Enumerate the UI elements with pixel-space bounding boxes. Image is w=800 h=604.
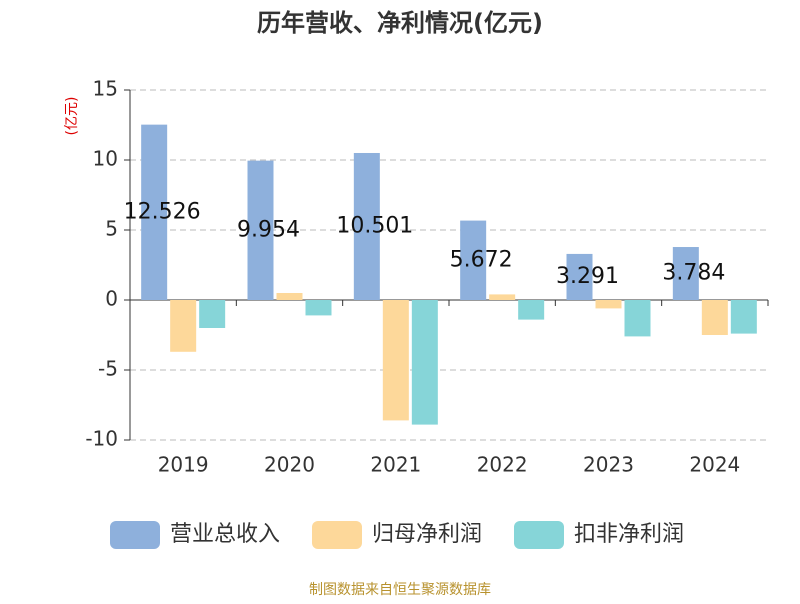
- bar: [566, 253, 593, 300]
- x-tick-label: 2023: [583, 453, 634, 477]
- y-tick-label: -5: [98, 357, 118, 381]
- bar: [276, 293, 303, 300]
- bar: [170, 300, 197, 352]
- legend-label: 归母净利润: [372, 522, 482, 547]
- bar: [411, 300, 438, 425]
- x-tick-label: 2024: [689, 453, 740, 477]
- y-tick-label: 5: [105, 217, 118, 241]
- legend-swatch: [110, 521, 160, 549]
- bar: [624, 300, 651, 337]
- y-tick-label: 0: [105, 287, 118, 311]
- legend-label: 营业总收入: [170, 522, 280, 547]
- x-tick-label: 2020: [264, 453, 315, 477]
- value-label: 9.954: [237, 217, 300, 242]
- chart-title: 历年营收、净利情况(亿元): [257, 9, 543, 37]
- bar: [199, 300, 226, 328]
- y-tick-label: 15: [93, 77, 118, 101]
- legend-swatch: [514, 521, 564, 549]
- x-tick-label: 2021: [370, 453, 421, 477]
- value-label: 3.291: [556, 264, 619, 289]
- y-axis-label: (亿元): [64, 97, 80, 136]
- y-tick-label: -10: [85, 427, 118, 451]
- bar: [305, 300, 332, 316]
- bar: [460, 220, 487, 300]
- value-label: 10.501: [336, 213, 413, 238]
- source-note: 制图数据来自恒生聚源数据库: [309, 582, 491, 598]
- bar: [489, 294, 516, 300]
- value-label: 5.672: [450, 247, 513, 272]
- bar: [701, 300, 728, 335]
- bar: [141, 124, 168, 300]
- y-tick-label: 10: [93, 147, 118, 171]
- bar: [382, 300, 409, 421]
- bar: [672, 247, 699, 300]
- value-label: 3.784: [662, 261, 725, 286]
- bar: [730, 300, 757, 334]
- legend-swatch: [312, 521, 362, 549]
- bar: [595, 300, 622, 309]
- value-label: 12.526: [124, 199, 201, 224]
- x-tick-label: 2019: [158, 453, 209, 477]
- bar: [353, 152, 380, 300]
- bar: [518, 300, 545, 320]
- legend-label: 扣非净利润: [574, 522, 684, 547]
- x-tick-label: 2022: [477, 453, 528, 477]
- bar: [247, 160, 274, 300]
